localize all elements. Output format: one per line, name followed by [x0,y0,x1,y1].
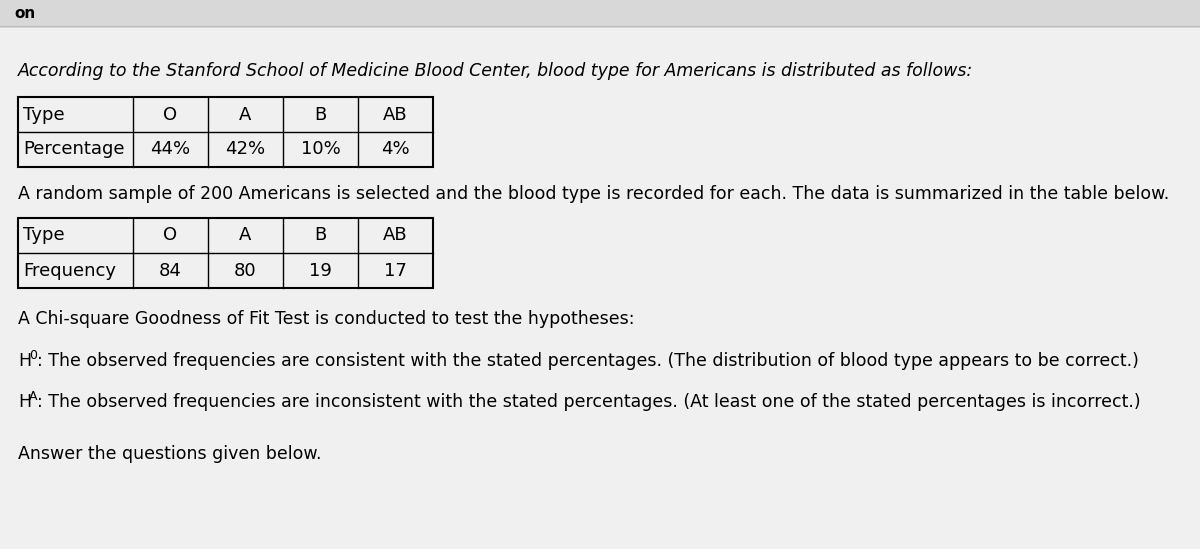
Text: 17: 17 [384,261,407,279]
Text: Type: Type [23,227,65,244]
Text: H: H [18,352,31,370]
Text: O: O [163,105,178,124]
Text: 84: 84 [160,261,182,279]
Text: AB: AB [383,227,408,244]
Text: 42%: 42% [226,141,265,159]
Text: B: B [314,227,326,244]
Text: A Chi-square Goodness of Fit Test is conducted to test the hypotheses:: A Chi-square Goodness of Fit Test is con… [18,310,635,328]
Bar [18,97,433,167]
Text: on: on [14,5,35,20]
Bar [18,218,433,288]
Text: B: B [314,105,326,124]
Text: 10%: 10% [301,141,341,159]
Text: 19: 19 [310,261,332,279]
Text: Type: Type [23,105,65,124]
Text: AB: AB [383,105,408,124]
Bar [0,0,1200,26]
Text: Percentage: Percentage [23,141,125,159]
Text: A: A [239,105,252,124]
Text: Answer the questions given below.: Answer the questions given below. [18,445,322,463]
Text: A: A [29,390,37,403]
Text: A: A [239,227,252,244]
Text: 4%: 4% [382,141,410,159]
Text: O: O [163,227,178,244]
Text: Frequency: Frequency [23,261,116,279]
Text: : The observed frequencies are consistent with the stated percentages. (The dist: : The observed frequencies are consisten… [37,352,1139,370]
Text: 44%: 44% [150,141,191,159]
Text: 0: 0 [29,349,37,362]
Text: : The observed frequencies are inconsistent with the stated percentages. (At lea: : The observed frequencies are inconsist… [37,393,1141,411]
Text: A random sample of 200 Americans is selected and the blood type is recorded for : A random sample of 200 Americans is sele… [18,185,1169,203]
Text: According to the Stanford School of Medicine Blood Center, blood type for Americ: According to the Stanford School of Medi… [18,62,973,80]
Text: H: H [18,393,31,411]
Text: 80: 80 [234,261,257,279]
